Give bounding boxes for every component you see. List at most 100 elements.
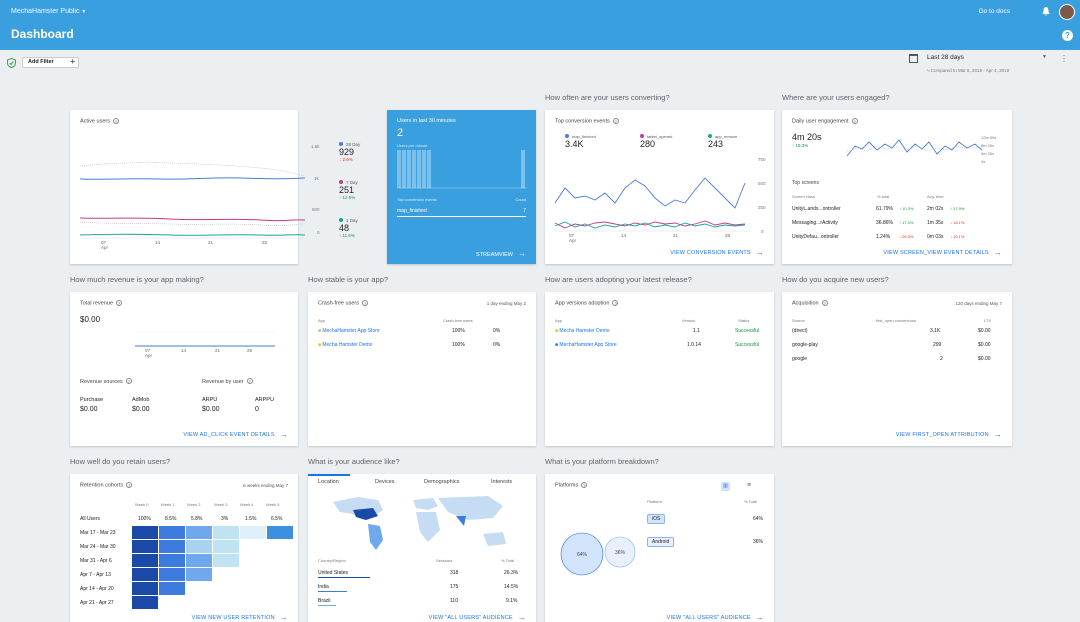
- event-value: 243: [708, 139, 724, 149]
- tab-location[interactable]: Location: [318, 479, 339, 485]
- active-users-title: Active users: [80, 118, 110, 125]
- revenue-sources-text: Revenue sources: [80, 379, 123, 385]
- revenue-by-user-text: Revenue by user: [202, 379, 244, 385]
- week-header: Week 0: [135, 502, 149, 507]
- app-name[interactable]: MechaHamster App Store: [322, 328, 380, 334]
- audience-row[interactable]: Brazil 110 9.1%: [318, 598, 528, 606]
- x-tick-14: 14: [621, 233, 627, 238]
- help-icon[interactable]: ?: [126, 482, 133, 488]
- all-users-label: All Users: [80, 516, 101, 522]
- help-icon[interactable]: ?: [851, 118, 858, 124]
- view-new-user-retention-link[interactable]: VIEW NEW USER RETENTION →: [192, 613, 288, 622]
- go-to-docs-link[interactable]: Go to docs: [978, 8, 1010, 15]
- acquisition-row[interactable]: (direct) 3.1K $0.00: [792, 328, 1002, 334]
- legend-delta: ↑ 11.6%: [339, 233, 355, 238]
- col-source: Source: [792, 318, 805, 323]
- card-title: App versions adoption?: [555, 300, 619, 306]
- view-screen-view-link[interactable]: VIEW SCREEN_VIEW EVENT DETAILS →: [883, 248, 1002, 257]
- y-tick-0: 0: [317, 230, 320, 235]
- revenue-purchase: Purchase $0.00: [80, 396, 103, 414]
- bell-icon[interactable]: [1042, 7, 1050, 16]
- y-tick-500: 500: [758, 181, 766, 186]
- cohort-label: Apr 14 - Apr 20: [80, 586, 114, 592]
- ltv: $0.00: [978, 328, 991, 334]
- arrow-right-icon: →: [755, 613, 764, 622]
- link-label: VIEW NEW USER RETENTION: [191, 614, 275, 621]
- realtime-card[interactable]: Users in last 30 minutes 2 Users per min…: [387, 110, 536, 264]
- crash-row[interactable]: ■ Mecha Hamster Demo 100% 0%: [318, 342, 528, 348]
- app-name[interactable]: Mecha Hamster Demo: [559, 328, 610, 334]
- y-tick-8m: 8m 00s: [981, 143, 995, 148]
- help-icon[interactable]: ?: [125, 378, 132, 384]
- col-app: App: [555, 318, 563, 323]
- bubble-chart-toggle-icon[interactable]: ▥: [721, 482, 730, 491]
- section-title-engaged: Where are your users engaged?: [782, 93, 890, 102]
- app-name[interactable]: MechaHamster App Store: [559, 342, 617, 348]
- view-all-users-audience-link[interactable]: VIEW "ALL USERS" AUDIENCE →: [667, 613, 764, 622]
- help-icon[interactable]: ?: [581, 482, 588, 488]
- y-tick-250: 250: [758, 205, 766, 210]
- add-filter-button[interactable]: Add Filter +: [22, 57, 79, 68]
- card-title: Daily user engagement?: [792, 118, 858, 124]
- compare-range-text: Compared to Mar 8, 2019 - Apr 4, 2019: [930, 68, 1010, 73]
- screen-time-delta: ↓ 18.1%: [950, 220, 965, 225]
- legend-value: 251: [339, 185, 355, 195]
- view-conversion-events-link[interactable]: VIEW CONVERSION EVENTS →: [670, 248, 764, 257]
- date-range-select[interactable]: Last 28 days ▼: [927, 54, 1047, 61]
- help-icon[interactable]: ?: [116, 300, 123, 306]
- avatar[interactable]: [1059, 4, 1075, 20]
- help-icon[interactable]: ?: [246, 378, 253, 384]
- help-icon[interactable]: ?: [612, 300, 619, 306]
- help-icon[interactable]: ?: [112, 118, 119, 124]
- view-ad-click-link[interactable]: VIEW AD_CLICK EVENT DETAILS →: [183, 430, 288, 439]
- platform-row-android[interactable]: Android 36%: [647, 537, 767, 547]
- crash-period: 1 day ending May 2: [486, 301, 526, 306]
- retention-value: 3%: [221, 516, 229, 522]
- legend-dot: [339, 218, 343, 222]
- view-all-users-audience-link[interactable]: VIEW "ALL USERS" AUDIENCE →: [429, 613, 526, 622]
- revenue-admob: AdMob $0.00: [132, 396, 150, 414]
- help-icon[interactable]: ?: [361, 300, 368, 306]
- revenue-arppu: ARPPU 0: [255, 396, 274, 414]
- x-tick-21: 21: [673, 233, 679, 238]
- adoption-row[interactable]: ■ MechaHamster App Store 1.0.14 Successf…: [555, 342, 770, 348]
- project-selector[interactable]: MechaHamster Public ▼: [11, 8, 86, 15]
- retention-card: Retention cohorts? 6 weeks ending May 7 …: [70, 474, 298, 622]
- tab-devices[interactable]: Devices: [375, 479, 395, 485]
- cohort-label: Apr 21 - Apr 27: [80, 600, 114, 606]
- list-view-icon[interactable]: ≡: [747, 482, 752, 489]
- crash-title: Crash-free users: [318, 300, 359, 307]
- app-name[interactable]: Mecha Hamster Demo: [322, 342, 373, 348]
- platform-row-ios[interactable]: iOS 64%: [647, 514, 767, 524]
- acquisition-row[interactable]: google 2 $0.00: [792, 356, 1002, 362]
- realtime-value: 2: [397, 127, 404, 139]
- conversions-title: Top conversion events: [555, 118, 610, 125]
- page-title: Dashboard: [11, 27, 74, 41]
- realtime-title: Users in last 30 minutes: [397, 118, 456, 124]
- acquisition-row[interactable]: google-play 299 $0.00: [792, 342, 1002, 348]
- audience-row[interactable]: United States 318 26.3%: [318, 570, 528, 578]
- crash-row[interactable]: ■ MechaHamster App Store 100% 0%: [318, 328, 528, 334]
- retention-value: 100%: [138, 516, 151, 522]
- engagement-delta: ↑ 19.3%: [792, 143, 809, 148]
- link-label: VIEW FIRST_OPEN ATTRIBUTION: [895, 431, 989, 438]
- help-icon[interactable]: ?: [821, 300, 828, 306]
- adoption-row[interactable]: ■ Mecha Hamster Demo 1.1 Successful: [555, 328, 770, 334]
- streamview-link[interactable]: STREAMVIEW →: [476, 249, 526, 258]
- tab-demographics[interactable]: Demographics: [424, 479, 460, 485]
- help-icon[interactable]: ?: [612, 118, 619, 124]
- item-label: ARPU: [202, 397, 218, 403]
- platforms-title: Platforms: [555, 482, 579, 489]
- share-bar: [318, 577, 370, 578]
- tab-interests[interactable]: Interests: [491, 479, 513, 485]
- help-icon[interactable]: ?: [1062, 30, 1073, 41]
- legend-28-day: 28 Day 929 ↓ 2.6%: [339, 142, 369, 162]
- date-range-label: Last 28 days: [927, 54, 964, 61]
- more-options-icon[interactable]: ⋮: [1060, 54, 1068, 63]
- card-title: Acquisition?: [792, 300, 828, 306]
- realtime-top-events-label: Top conversion events: [397, 197, 437, 202]
- audience-row[interactable]: India 175 14.5%: [318, 584, 528, 592]
- realtime-event-name: map_finished: [397, 208, 427, 214]
- view-first-open-link[interactable]: VIEW FIRST_OPEN ATTRIBUTION →: [896, 430, 1002, 439]
- calendar-icon[interactable]: [909, 54, 918, 63]
